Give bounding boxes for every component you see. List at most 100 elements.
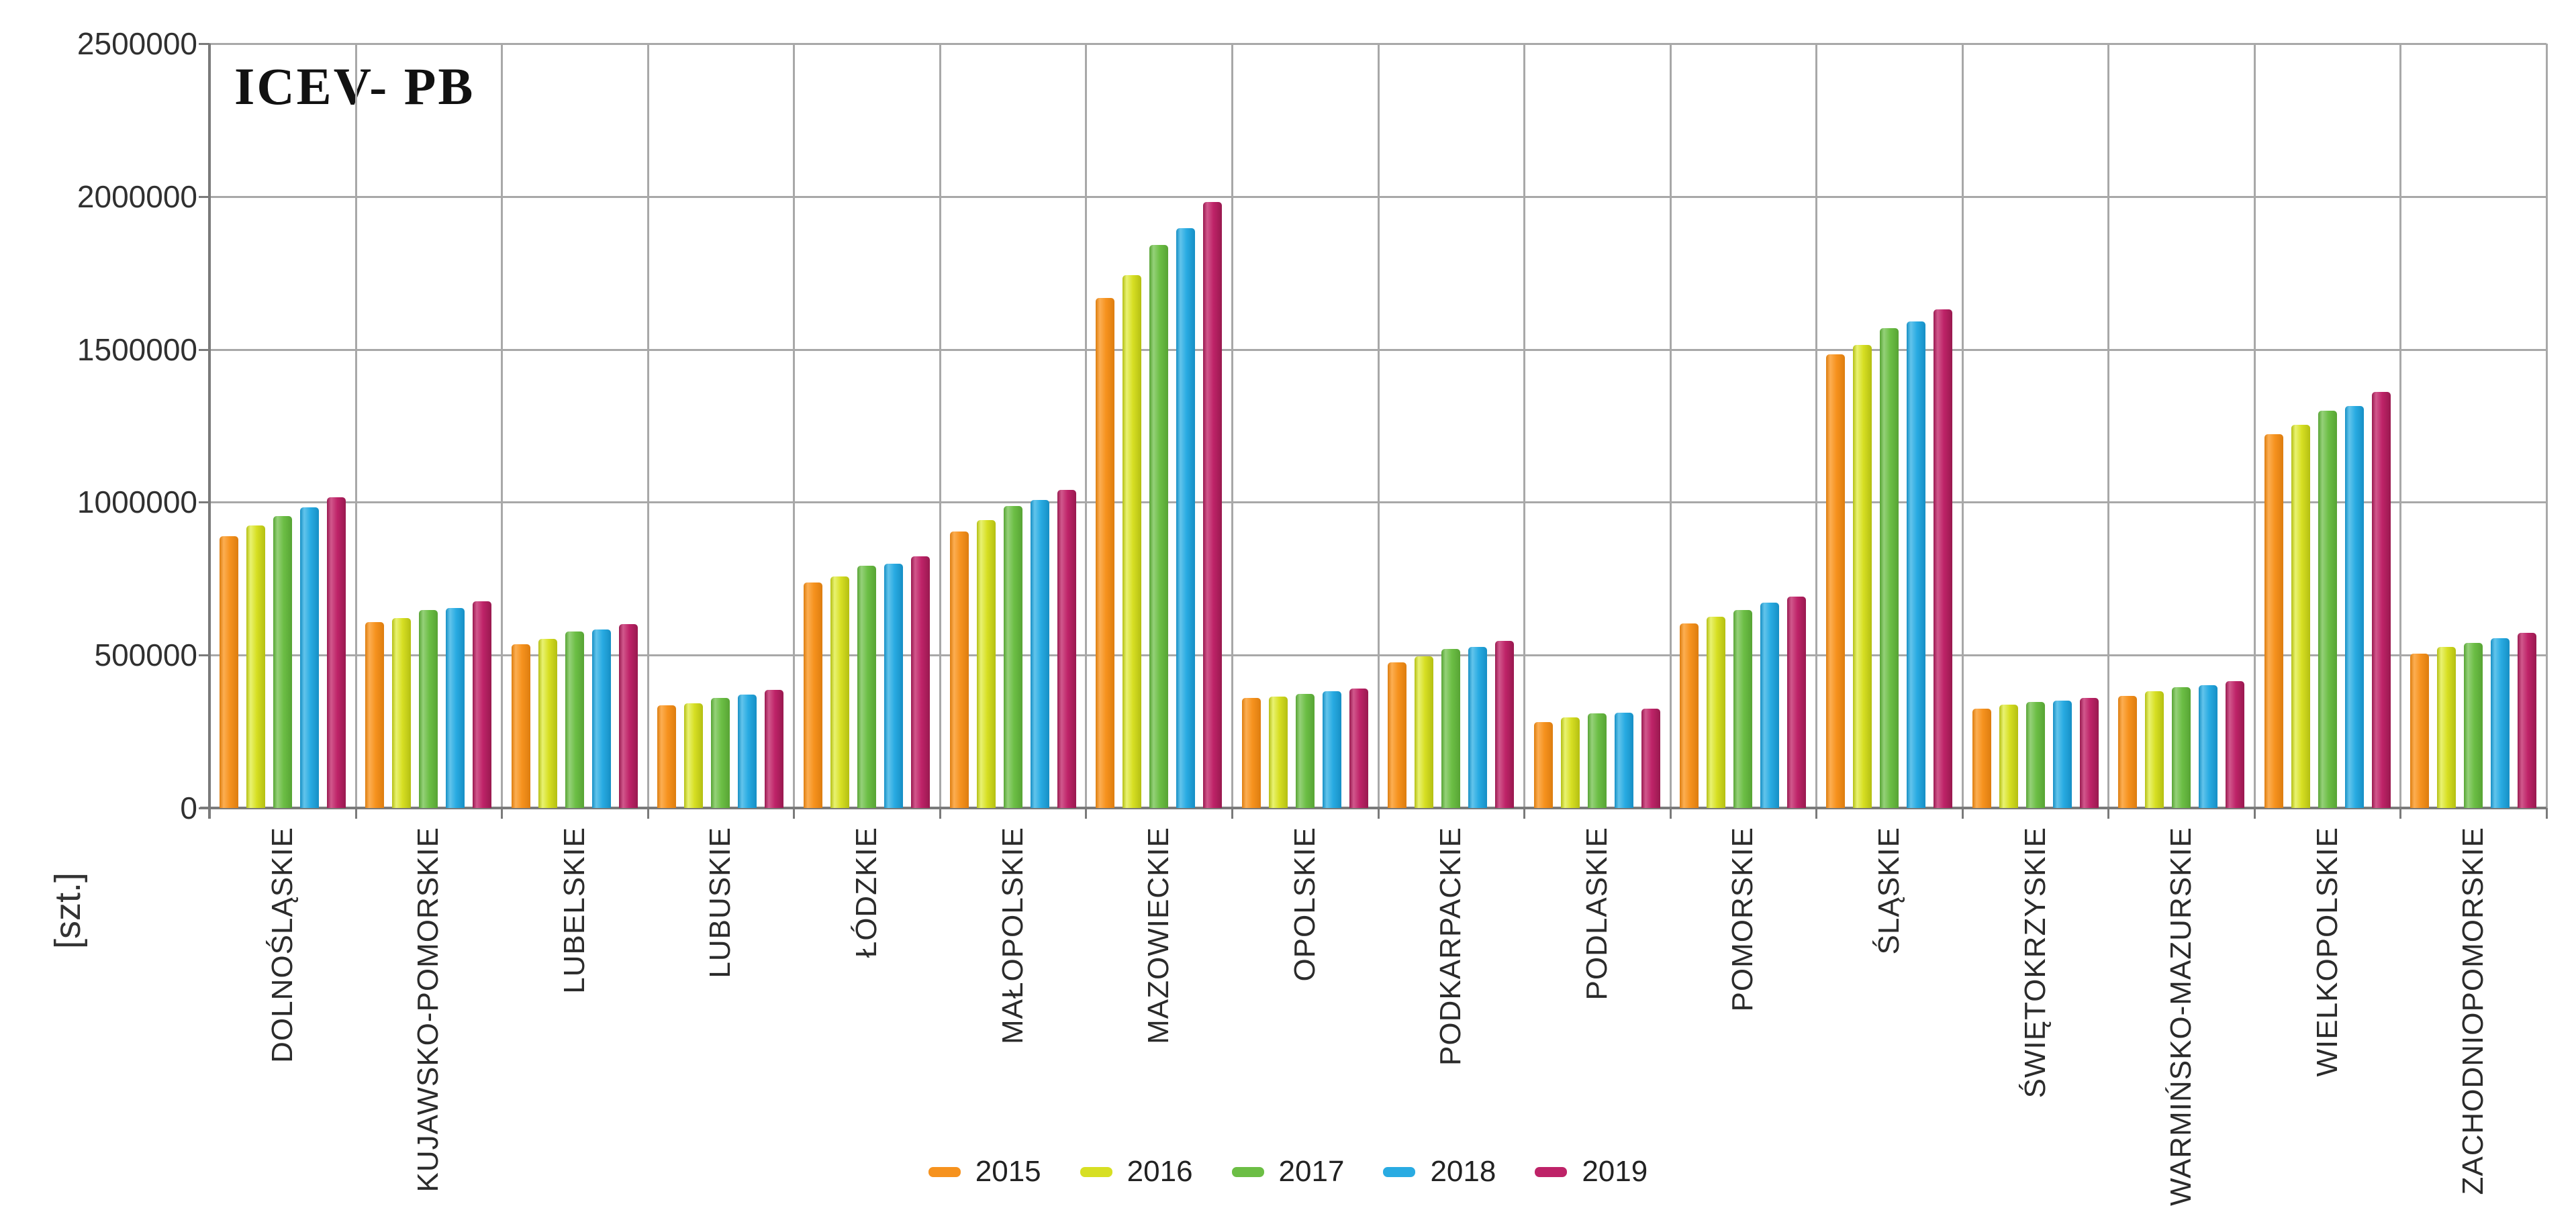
legend-swatch-2016 — [1080, 1166, 1112, 1177]
x-axis-tick — [354, 808, 357, 819]
vertical-gridline — [1085, 44, 1088, 808]
bar-2019-8 — [1349, 689, 1368, 808]
legend-swatch-2015 — [928, 1166, 961, 1177]
bar-2015-15 — [2264, 434, 2283, 808]
x-axis-tick — [1231, 808, 1233, 819]
bar-2019-3 — [618, 624, 638, 808]
vertical-gridline — [2399, 44, 2402, 808]
bar-2018-16 — [2491, 638, 2510, 808]
bar-2016-8 — [1268, 697, 1288, 808]
vertical-gridline — [354, 44, 357, 808]
vertical-gridline — [1523, 44, 1526, 808]
y-axis-tick — [199, 807, 209, 809]
bar-2018-8 — [1322, 691, 1341, 808]
legend-item-2015: 2015 — [928, 1156, 1041, 1188]
bar-2015-8 — [1241, 698, 1261, 808]
bar-2016-16 — [2437, 647, 2456, 808]
legend-label: 2019 — [1582, 1155, 1648, 1188]
bar-2015-14 — [2118, 696, 2138, 808]
vertical-gridline — [1231, 44, 1233, 808]
x-axis-tick — [1961, 808, 1964, 819]
vertical-gridline — [2253, 44, 2256, 808]
bar-2017-7 — [1149, 244, 1169, 808]
vertical-gridline — [1961, 44, 1964, 808]
x-tick-label: ŚLĄSKIE — [1872, 827, 1905, 955]
legend-item-2019: 2019 — [1535, 1156, 1648, 1188]
bar-2016-4 — [684, 703, 704, 808]
x-tick-label: LUBUSKIE — [704, 827, 737, 978]
bar-2016-11 — [1707, 616, 1726, 808]
bar-2016-12 — [1852, 344, 1872, 808]
bar-2015-16 — [2410, 654, 2430, 808]
y-tick-label: 2500000 — [77, 26, 197, 61]
x-tick-label: LUBELSKIE — [557, 827, 591, 994]
bar-2015-5 — [804, 583, 823, 808]
bar-2018-2 — [446, 608, 465, 808]
bar-2015-10 — [1533, 721, 1553, 808]
bar-2018-10 — [1614, 712, 1633, 808]
x-axis-tick — [1085, 808, 1088, 819]
bar-2016-1 — [246, 525, 265, 808]
legend-label: 2018 — [1430, 1155, 1496, 1188]
bar-2017-2 — [419, 609, 438, 808]
bar-2017-13 — [2025, 702, 2045, 808]
legend-swatch-2017 — [1231, 1166, 1264, 1177]
bar-2015-2 — [365, 621, 385, 808]
x-axis-tick — [2546, 808, 2548, 819]
bar-2016-15 — [2291, 424, 2310, 808]
bar-2019-9 — [1495, 641, 1515, 808]
vertical-gridline — [647, 44, 649, 808]
legend-swatch-2019 — [1535, 1166, 1568, 1177]
bar-2015-12 — [1825, 354, 1845, 808]
x-axis-tick — [209, 808, 211, 819]
legend-item-2016: 2016 — [1080, 1156, 1193, 1188]
y-tick-label: 500000 — [94, 638, 198, 673]
x-tick-label: ZACHODNIOPOMORSKIE — [2456, 827, 2490, 1195]
bar-2019-1 — [326, 497, 346, 808]
x-axis-tick — [2107, 808, 2110, 819]
bar-2017-3 — [565, 631, 584, 808]
x-axis-tick — [647, 808, 649, 819]
bar-2015-9 — [1388, 662, 1407, 808]
bar-2015-3 — [511, 644, 530, 808]
y-tick-label: 1000000 — [77, 485, 197, 520]
bar-2018-1 — [299, 507, 319, 808]
y-tick-label: 2000000 — [77, 179, 197, 214]
bar-2019-4 — [765, 690, 784, 808]
bar-2018-9 — [1468, 647, 1488, 808]
y-tick-label: 1500000 — [77, 332, 197, 367]
chart-title: ICEV- PB — [234, 57, 475, 115]
vertical-gridline — [1669, 44, 1672, 808]
bar-2017-1 — [273, 516, 292, 808]
x-tick-label: WIELKOPOLSKIE — [2310, 827, 2344, 1077]
bar-2019-12 — [1933, 309, 1952, 808]
x-tick-label: ŁÓDZKIE — [850, 827, 884, 958]
bar-2019-15 — [2371, 392, 2391, 808]
bar-2017-16 — [2464, 642, 2483, 808]
vertical-gridline — [501, 44, 504, 808]
bar-2017-10 — [1587, 713, 1607, 808]
bar-2018-5 — [884, 563, 904, 808]
bar-2019-10 — [1641, 708, 1660, 808]
x-tick-label: ŚWIĘTOKRZYSKIE — [2018, 827, 2052, 1099]
bar-2015-13 — [1972, 709, 1991, 808]
vertical-gridline — [939, 44, 941, 808]
bar-2017-12 — [1879, 328, 1899, 808]
bar-2017-15 — [2318, 411, 2337, 808]
bar-2018-3 — [591, 629, 611, 808]
vertical-gridline — [2107, 44, 2110, 808]
x-axis-tick — [793, 808, 796, 819]
bar-2017-9 — [1441, 648, 1461, 808]
bar-2018-14 — [2199, 685, 2218, 808]
bar-2016-2 — [392, 617, 412, 808]
bar-2018-7 — [1176, 228, 1196, 808]
bar-2017-4 — [711, 697, 730, 808]
legend-label: 2017 — [1278, 1155, 1345, 1188]
x-axis-tick — [1669, 808, 1672, 819]
x-tick-label: PODLASKIE — [1580, 827, 1613, 1001]
y-tick-label: 0 — [180, 791, 197, 825]
bar-2016-10 — [1560, 717, 1580, 808]
bar-2018-12 — [1906, 321, 1925, 808]
bar-2016-7 — [1123, 275, 1142, 808]
x-axis-tick — [2253, 808, 2256, 819]
